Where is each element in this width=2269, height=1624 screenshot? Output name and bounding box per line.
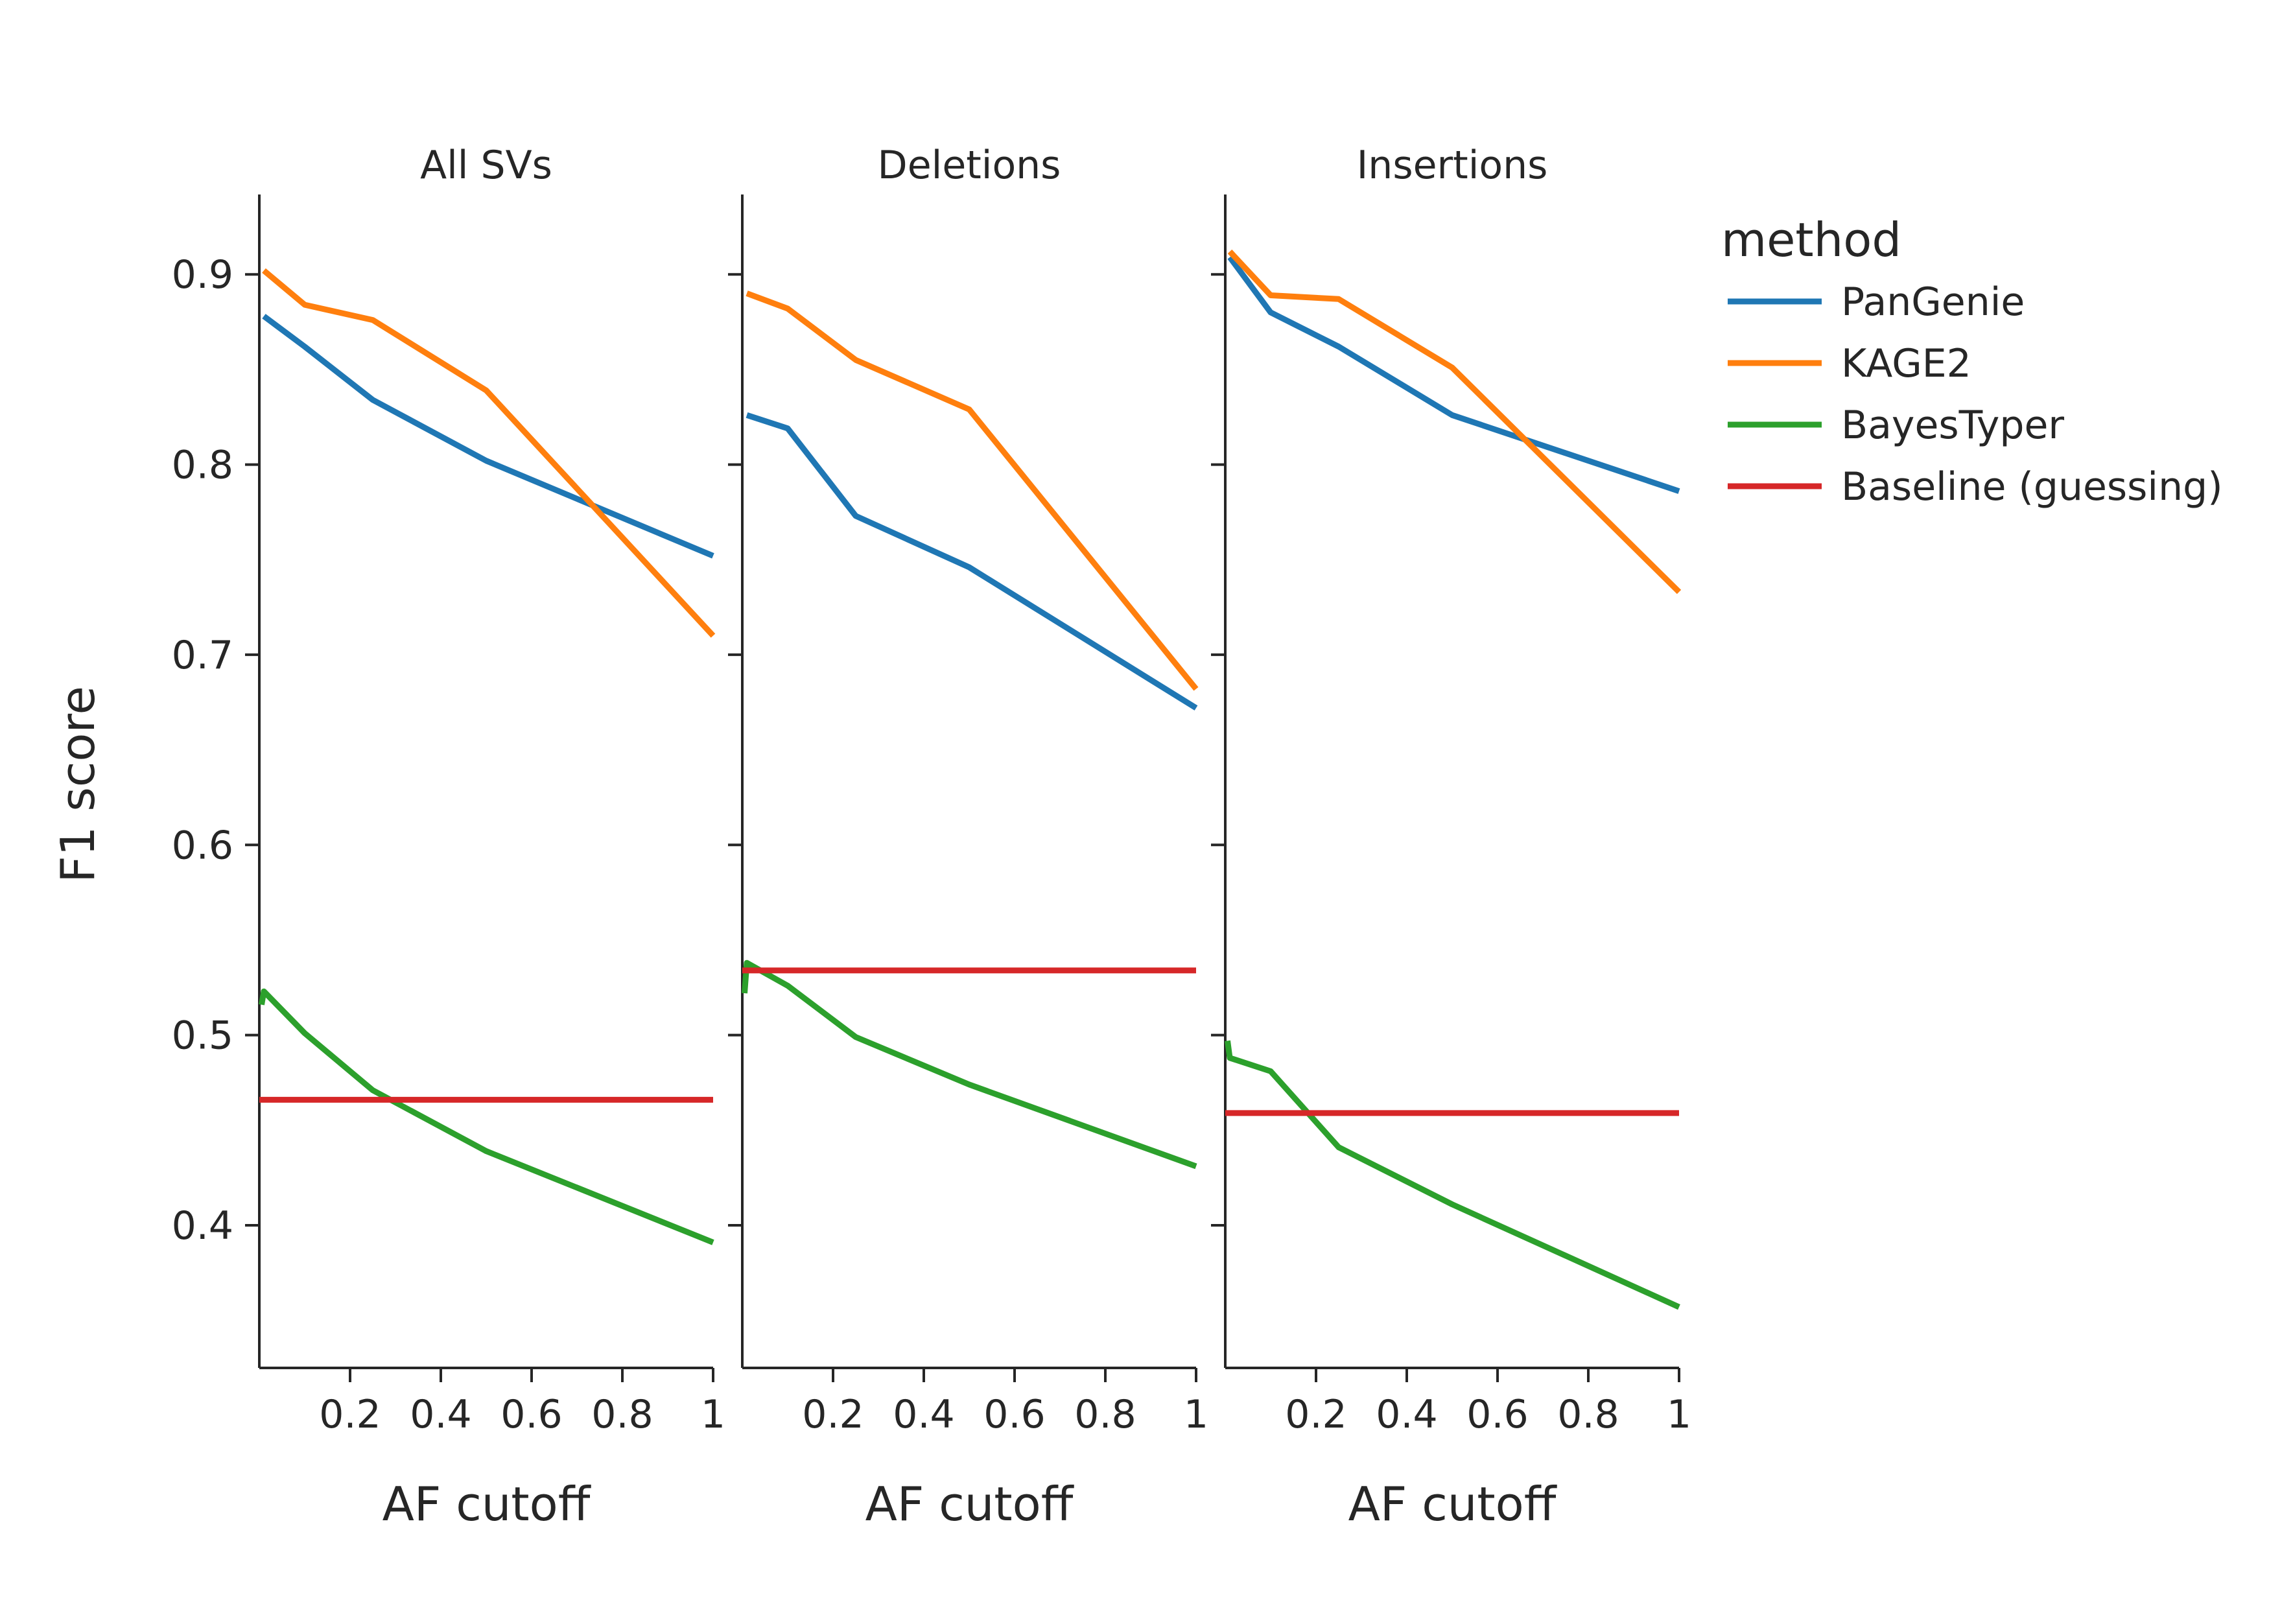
legend-label: BayesTyper: [1841, 403, 2064, 448]
panel-title-deletions: Deletions: [878, 143, 1061, 188]
legend-item-kage2: KAGE2: [1728, 341, 1971, 386]
legend-item-baseline-guessing: Baseline (guessing): [1728, 464, 2223, 510]
panels-layer: All SVs 0.4 0.5 0.6 0.7 0.8 0.9 0.2 0.4 0.6 0.8 1 AF…: [172, 143, 1692, 1531]
legend-label: KAGE2: [1841, 341, 1971, 386]
panel-all-svs: All SVs 0.4 0.5 0.6 0.7 0.8 0.9 0.2 0.4 0.6 0.8 1 AF…: [172, 143, 726, 1531]
x-tick-label: 0.6: [500, 1392, 562, 1437]
legend-items: PanGenie KAGE2 BayesTyper Baseline (guessin…: [1728, 279, 2223, 510]
panel-deletions: Deletions 0.2 0.4 0.6 0.8 1 AF cutoff: [728, 143, 1208, 1531]
x-tick-label: 0.4: [410, 1392, 471, 1437]
y-tick-label: 0.6: [172, 823, 233, 868]
panel-title-all-svs: All SVs: [420, 143, 552, 188]
legend-item-bayestyper: BayesTyper: [1728, 403, 2064, 448]
series-line-bayestyper-all-svs: [259, 988, 714, 1245]
x-tick-label: 1: [1667, 1392, 1691, 1437]
y-axis-title: F1 score: [51, 686, 105, 883]
x-tick-label: 1: [1184, 1392, 1208, 1437]
x-tick-label: 1: [701, 1392, 725, 1437]
series-line-kage2-insertions: [1227, 249, 1682, 594]
x-axis-title: AF cutoff: [865, 1477, 1074, 1531]
series-line-kage2-all-svs: [262, 268, 716, 638]
y-tick-label: 0.9: [172, 252, 233, 298]
x-tick-label: 0.2: [802, 1392, 864, 1437]
x-tick-label: 0.8: [591, 1392, 653, 1437]
x-tick-label: 0.4: [1376, 1392, 1437, 1437]
x-axis-title: AF cutoff: [382, 1477, 591, 1531]
y-tick-label: 0.7: [172, 633, 233, 678]
x-tick-label: 0.2: [1285, 1392, 1346, 1437]
panel-title-insertions: Insertions: [1357, 143, 1548, 188]
legend-item-pangenie: PanGenie: [1728, 279, 2025, 325]
series-line-bayestyper-insertions: [1225, 1040, 1680, 1310]
y-tick-label: 0.5: [172, 1013, 233, 1059]
x-tick-label: 0.6: [983, 1392, 1045, 1437]
legend-label: PanGenie: [1841, 279, 2025, 325]
y-tick-label: 0.8: [172, 443, 233, 488]
x-tick-label: 0.6: [1466, 1392, 1528, 1437]
x-tick-label: 0.2: [319, 1392, 381, 1437]
legend-title: method: [1721, 213, 1901, 267]
x-tick-label: 0.4: [893, 1392, 954, 1437]
series-line-bayestyper-deletions: [742, 959, 1197, 1170]
series-line-kage2-deletions: [746, 290, 1199, 691]
x-tick-label: 0.8: [1557, 1392, 1619, 1437]
x-axis-title: AF cutoff: [1348, 1477, 1557, 1531]
series-line-pangenie-deletions: [746, 412, 1198, 711]
x-tick-label: 0.8: [1074, 1392, 1136, 1437]
series-line-pangenie-insertions: [1227, 255, 1680, 494]
legend: method PanGenie KAGE2 BayesTyper Baseline (…: [1721, 213, 2223, 510]
y-tick-label: 0.4: [172, 1203, 233, 1249]
legend-label: Baseline (guessing): [1841, 464, 2223, 510]
series-line-pangenie-all-svs: [262, 314, 714, 559]
panel-insertions: Insertions 0.2 0.4 0.6 0.8 1 AF cutoff: [1211, 143, 1691, 1531]
